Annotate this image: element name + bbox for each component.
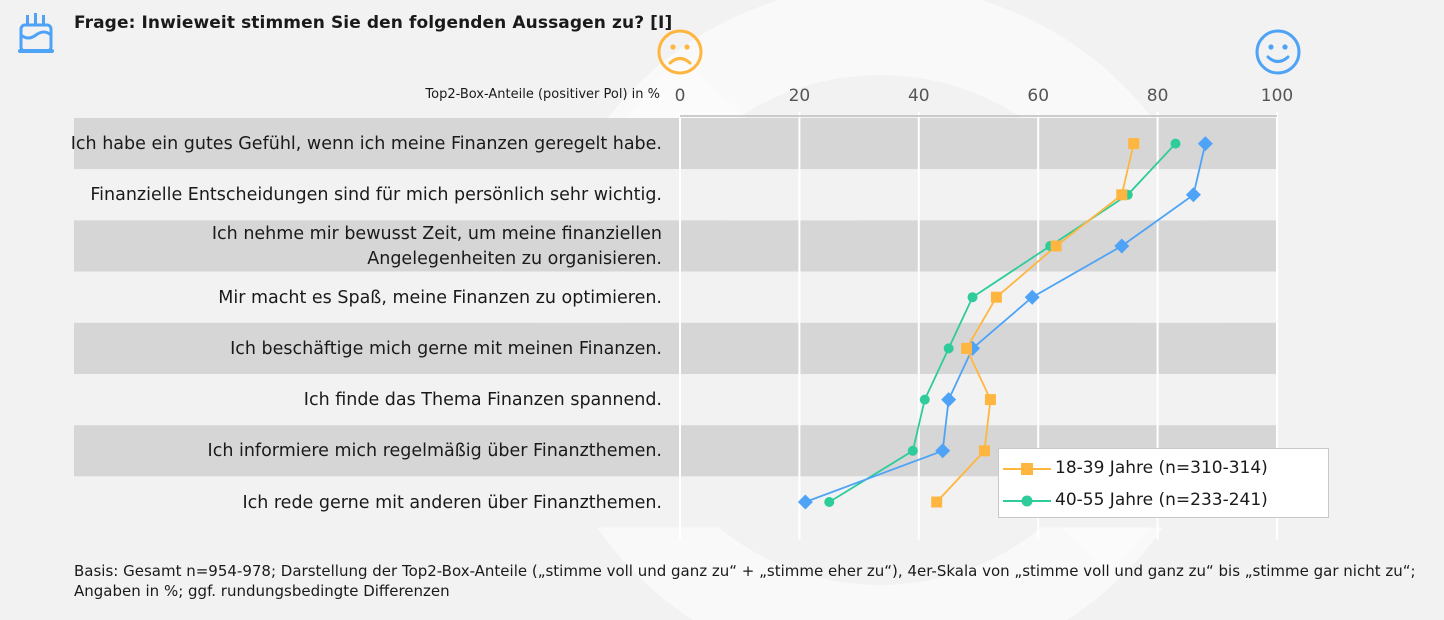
row-band: [74, 169, 1277, 221]
data-point: [961, 342, 973, 354]
x-tick-label: 60: [1027, 86, 1049, 106]
category-label: Ich beschäftige mich gerne mit meinen Fi…: [230, 338, 662, 359]
row-band: [74, 118, 1277, 170]
legend-circle-marker: [1003, 495, 1051, 507]
data-point: [931, 496, 943, 508]
data-point: [978, 445, 990, 457]
category-label: Ich informiere mich regelmäßig über Fina…: [207, 441, 662, 462]
sad-face-icon: [657, 29, 703, 75]
x-tick-label: 80: [1147, 86, 1169, 106]
row-band: [74, 322, 1277, 374]
legend-label-mid: 40-55 Jahre (n=233-241): [1055, 490, 1268, 510]
data-point: [1114, 238, 1130, 254]
data-point: [935, 443, 951, 459]
data-point: [1128, 138, 1140, 150]
data-point: [1197, 136, 1213, 152]
x-tick-label: 100: [1261, 86, 1293, 106]
data-point: [907, 445, 918, 456]
row-band: [74, 271, 1277, 323]
row-band: [74, 374, 1277, 426]
series-line: [828, 142, 1177, 503]
data-point: [984, 394, 996, 406]
data-point: [1116, 189, 1128, 201]
category-label: Ich habe ein gutes Gefühl, wenn ich mein…: [70, 134, 662, 155]
category-label: Finanzielle Entscheidungen sind für mich…: [90, 185, 662, 206]
x-tick-label: 40: [908, 86, 930, 106]
legend-item-mid: 40-55 Jahre (n=233-241): [999, 489, 1328, 513]
footnote: Basis: Gesamt n=954-978; Darstellung der…: [74, 562, 1416, 600]
x-tick-label: 0: [675, 86, 686, 106]
data-point: [990, 291, 1002, 303]
category-label: Ich nehme mir bewusst Zeit, um meine fin…: [211, 224, 662, 269]
chart-title: Frage: Inwieweit stimmen Sie den folgend…: [74, 13, 673, 33]
legend-item-young: 18-39 Jahre (n=310-314): [999, 457, 1328, 481]
category-label: Mir macht es Spaß, meine Finanzen zu opt…: [218, 287, 662, 308]
data-point: [797, 494, 813, 510]
data-point: [1024, 289, 1040, 305]
cake-icon: [18, 13, 54, 53]
data-point: [1170, 138, 1181, 149]
series-line: [805, 143, 1207, 503]
x-tick-label: 20: [789, 86, 811, 106]
legend-label-young: 18-39 Jahre (n=310-314): [1055, 458, 1268, 478]
chart-legend: 18-39 Jahre (n=310-314) 40-55 Jahre (n=2…: [998, 448, 1329, 518]
data-point: [943, 343, 954, 354]
data-point: [919, 394, 930, 405]
data-point: [824, 497, 835, 507]
smiley-face-icon: [1255, 29, 1301, 75]
data-point: [1050, 240, 1062, 252]
category-label: Ich rede gerne mit anderen über Finanzth…: [242, 492, 662, 513]
data-point: [1185, 187, 1201, 203]
category-label: Ich finde das Thema Finanzen spannend.: [303, 390, 662, 411]
data-point: [941, 392, 957, 408]
legend-square-marker: [1003, 463, 1051, 475]
axis-caption: Top2-Box-Anteile (positiver Pol) in %: [425, 87, 660, 102]
series-line: [936, 143, 1135, 503]
data-point: [967, 292, 978, 303]
